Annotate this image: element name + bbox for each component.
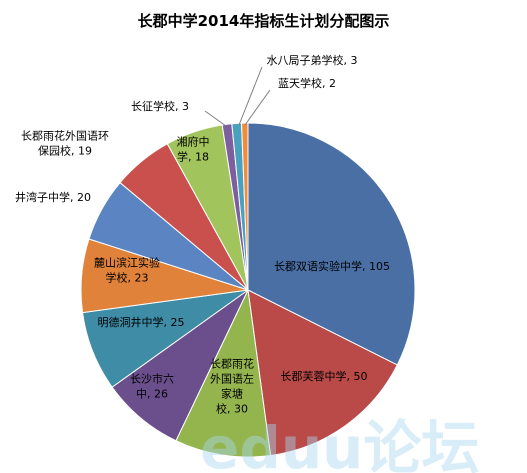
chart-title: 长郡中学2014年指标生计划分配图示 [137, 12, 390, 30]
watermark-logo: eduu论坛 [200, 414, 479, 473]
data-label-line: 家塘 [221, 387, 243, 401]
data-label: 井湾子中学, 20 [15, 190, 91, 204]
data-label-line: 长郡芙蓉中学, 50 [281, 369, 368, 383]
leader-line [238, 66, 263, 126]
pie-slice [247, 122, 416, 366]
data-label-line: 麓山滨江实验 [94, 256, 160, 270]
data-label-line: 外国语左 [210, 373, 254, 386]
data-label-line: 井湾子中学, 20 [15, 190, 91, 204]
data-label: 蓝天学校, 2 [278, 76, 336, 90]
data-label: 长郡芙蓉中学, 50 [281, 369, 368, 383]
data-label: 湘府中学, 18 [177, 135, 210, 164]
data-label-line: 蓝天学校, 2 [278, 76, 336, 90]
data-label: 长征学校, 3 [131, 99, 189, 113]
data-label-line: 长郡雨花 [210, 358, 254, 371]
data-label: 麓山滨江实验学校, 23 [94, 256, 160, 285]
data-label-line: 长征学校, 3 [131, 99, 189, 113]
leader-line [204, 110, 227, 127]
data-label-line: 学, 18 [177, 150, 209, 164]
data-label-line: 学校, 23 [106, 271, 149, 285]
pie-slice [175, 288, 272, 458]
data-label-line: 中, 26 [136, 388, 168, 401]
data-label: 长郡雨花外国语环保园校, 19 [21, 130, 109, 158]
data-label-line: 长郡雨花外国语环 [21, 130, 109, 143]
data-label: 长沙市六中, 26 [130, 372, 174, 401]
data-label-line: 校, 30 [216, 402, 248, 416]
data-label-line: 长沙市六 [130, 372, 174, 386]
data-label: 长郡双语实验中学, 105 [274, 259, 390, 273]
data-label-line: 长郡双语实验中学, 105 [274, 259, 390, 273]
data-label-line: 保园校, 19 [38, 144, 92, 158]
data-label: 明德洞井中学, 25 [98, 315, 185, 329]
pie-slice [241, 122, 249, 291]
data-label: 水八局子弟学校, 3 [267, 53, 358, 67]
leader-line [244, 89, 271, 126]
data-label: 长郡雨花外国语左家塘校, 30 [210, 358, 254, 416]
pie-slice [247, 289, 398, 457]
data-label-line: 明德洞井中学, 25 [98, 315, 185, 329]
data-label-line: 水八局子弟学校, 3 [267, 53, 358, 67]
data-label-line: 湘府中 [177, 135, 210, 149]
